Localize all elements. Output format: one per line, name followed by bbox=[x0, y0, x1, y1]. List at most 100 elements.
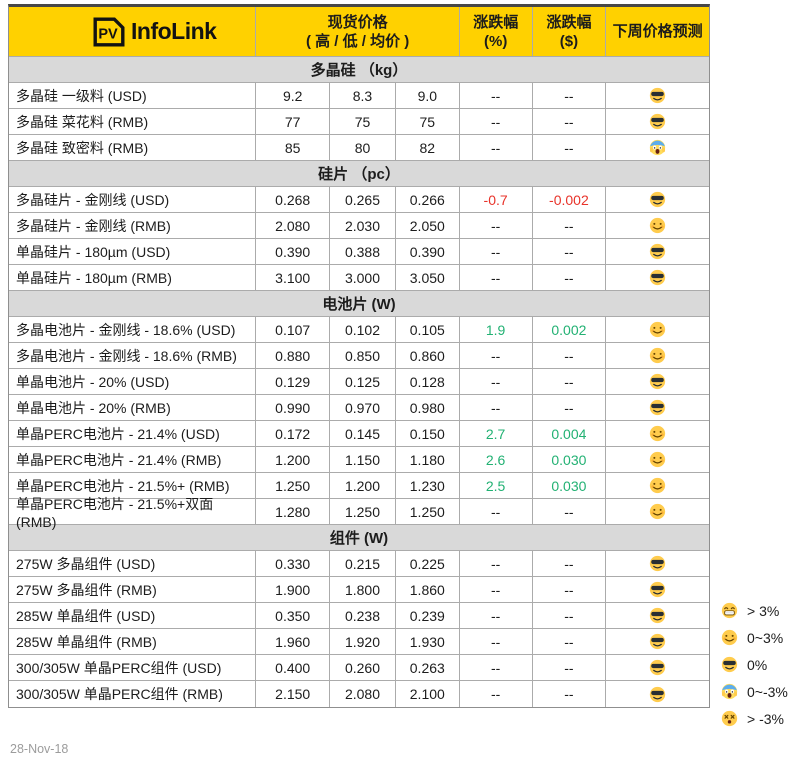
product-name-cell: 多晶硅 一级料 (USD) bbox=[9, 83, 257, 108]
high-price-cell: 0.268 bbox=[256, 187, 331, 212]
column-header-change-pct: 涨跌幅 (%) bbox=[460, 7, 533, 56]
emoji-cool-icon bbox=[649, 87, 666, 104]
avg-price-cell: 1.250 bbox=[396, 499, 460, 524]
forecast-cell bbox=[606, 213, 709, 238]
table-row: 多晶硅 致密料 (RMB) 85 80 82 -- -- bbox=[9, 135, 709, 161]
forecast-title: 下周价格预测 bbox=[612, 23, 703, 40]
product-name-cell: 多晶电池片 - 金刚线 - 18.6% (RMB) bbox=[9, 343, 257, 368]
product-name-cell: 多晶电池片 - 金刚线 - 18.6% (USD) bbox=[9, 317, 257, 342]
change-usd-cell: -- bbox=[533, 239, 607, 264]
change-pct-cell: -- bbox=[460, 213, 533, 238]
change-usd-cell: -- bbox=[533, 395, 607, 420]
forecast-cell bbox=[606, 395, 709, 420]
high-price-cell: 2.150 bbox=[256, 681, 331, 707]
emoji-cool-icon bbox=[649, 686, 666, 703]
product-name-cell: 285W 单晶组件 (USD) bbox=[9, 603, 257, 628]
low-price-cell: 0.265 bbox=[330, 187, 396, 212]
change-pct-cell: 1.9 bbox=[460, 317, 533, 342]
low-price-cell: 0.215 bbox=[330, 551, 396, 576]
avg-price-cell: 75 bbox=[396, 109, 460, 134]
table-row: 275W 多晶组件 (RMB) 1.900 1.800 1.860 -- -- bbox=[9, 577, 709, 603]
avg-price-cell: 3.050 bbox=[396, 265, 460, 290]
table-row: 单晶硅片 - 180µm (USD) 0.390 0.388 0.390 -- -- bbox=[9, 239, 709, 265]
emoji-cool-icon bbox=[649, 191, 666, 208]
column-header-forecast: 下周价格预测 bbox=[606, 7, 709, 56]
column-header-spot-price: 现货价格 ( 高 / 低 / 均价 ) bbox=[256, 7, 460, 56]
spot-price-subtitle: ( 高 / 低 / 均价 ) bbox=[305, 32, 410, 50]
forecast-cell bbox=[606, 187, 709, 212]
high-price-cell: 0.880 bbox=[256, 343, 331, 368]
product-name-cell: 275W 多晶组件 (USD) bbox=[9, 551, 257, 576]
product-name-cell: 单晶硅片 - 180µm (USD) bbox=[9, 239, 257, 264]
product-name-cell: 300/305W 单晶PERC组件 (RMB) bbox=[9, 681, 257, 707]
avg-price-cell: 1.860 bbox=[396, 577, 460, 602]
change-usd-cell: -- bbox=[533, 603, 607, 628]
table-row: 多晶硅片 - 金刚线 (RMB) 2.080 2.030 2.050 -- -- bbox=[9, 213, 709, 239]
low-price-cell: 8.3 bbox=[330, 83, 396, 108]
emoji-smile-icon bbox=[649, 451, 666, 468]
avg-price-cell: 2.100 bbox=[396, 681, 460, 707]
change-pct-cell: -- bbox=[460, 83, 533, 108]
table-body: 多晶硅 （kg） 多晶硅 一级料 (USD) 9.2 8.3 9.0 -- -- 多晶硅 菜花… bbox=[9, 57, 709, 707]
low-price-cell: 1.200 bbox=[330, 473, 396, 498]
emoji-cool-icon bbox=[721, 656, 738, 673]
forecast-cell bbox=[606, 265, 709, 290]
change-pct-cell: 2.6 bbox=[460, 447, 533, 472]
avg-price-cell: 0.128 bbox=[396, 369, 460, 394]
change-usd-cell: -- bbox=[533, 343, 607, 368]
change-usd-cell: -- bbox=[533, 213, 607, 238]
change-usd-unit: ($) bbox=[559, 32, 579, 50]
low-price-cell: 0.388 bbox=[330, 239, 396, 264]
high-price-cell: 1.960 bbox=[256, 629, 331, 654]
legend-label: 0% bbox=[747, 656, 768, 673]
change-pct-cell: -- bbox=[460, 551, 533, 576]
low-price-cell: 1.150 bbox=[330, 447, 396, 472]
forecast-cell bbox=[606, 109, 709, 134]
section-header-4: 组件 (W) bbox=[9, 525, 709, 551]
emoji-cool-icon bbox=[649, 659, 666, 676]
avg-price-cell: 9.0 bbox=[396, 83, 460, 108]
forecast-cell bbox=[606, 447, 709, 472]
emoji-smile-icon bbox=[649, 347, 666, 364]
legend-label: 0~3% bbox=[747, 629, 784, 646]
high-price-cell: 2.080 bbox=[256, 213, 331, 238]
table-row: 单晶电池片 - 20% (USD) 0.129 0.125 0.128 -- -- bbox=[9, 369, 709, 395]
table-row: 多晶电池片 - 金刚线 - 18.6% (RMB) 0.880 0.850 0.860… bbox=[9, 343, 709, 369]
change-usd-cell: -- bbox=[533, 499, 607, 524]
product-name-cell: 单晶PERC电池片 - 21.4% (RMB) bbox=[9, 447, 257, 472]
table-row: 单晶硅片 - 180µm (RMB) 3.100 3.000 3.050 -- -- bbox=[9, 265, 709, 291]
change-usd-cell: -- bbox=[533, 265, 607, 290]
change-usd-cell: 0.030 bbox=[533, 447, 607, 472]
low-price-cell: 0.238 bbox=[330, 603, 396, 628]
low-price-cell: 0.125 bbox=[330, 369, 396, 394]
forecast-cell bbox=[606, 135, 709, 160]
avg-price-cell: 0.225 bbox=[396, 551, 460, 576]
change-pct-cell: -- bbox=[460, 369, 533, 394]
emoji-cool-icon bbox=[649, 399, 666, 416]
high-price-cell: 0.350 bbox=[256, 603, 331, 628]
forecast-cell bbox=[606, 343, 709, 368]
forecast-cell bbox=[606, 499, 709, 524]
avg-price-cell: 2.050 bbox=[396, 213, 460, 238]
product-name-cell: 单晶PERC电池片 - 21.5%+双面 (RMB) bbox=[9, 496, 257, 530]
forecast-cell bbox=[606, 551, 709, 576]
emoji-cool-icon bbox=[649, 113, 666, 130]
avg-price-cell: 0.239 bbox=[396, 603, 460, 628]
emoji-cool-icon bbox=[649, 607, 666, 624]
change-pct-cell: -- bbox=[460, 135, 533, 160]
column-header-change-usd: 涨跌幅 ($) bbox=[533, 7, 607, 56]
high-price-cell: 1.250 bbox=[256, 473, 331, 498]
product-name-cell: 多晶硅 致密料 (RMB) bbox=[9, 135, 257, 160]
forecast-cell bbox=[606, 603, 709, 628]
high-price-cell: 77 bbox=[256, 109, 331, 134]
legend-item: 0~-3% bbox=[721, 678, 809, 705]
change-usd-cell: -- bbox=[533, 551, 607, 576]
high-price-cell: 0.390 bbox=[256, 239, 331, 264]
change-usd-cell: -- bbox=[533, 629, 607, 654]
low-price-cell: 0.260 bbox=[330, 655, 396, 680]
product-name-cell: 单晶电池片 - 20% (USD) bbox=[9, 369, 257, 394]
change-pct-cell: -- bbox=[460, 577, 533, 602]
change-usd-cell: -- bbox=[533, 83, 607, 108]
emoji-cool-icon bbox=[649, 373, 666, 390]
